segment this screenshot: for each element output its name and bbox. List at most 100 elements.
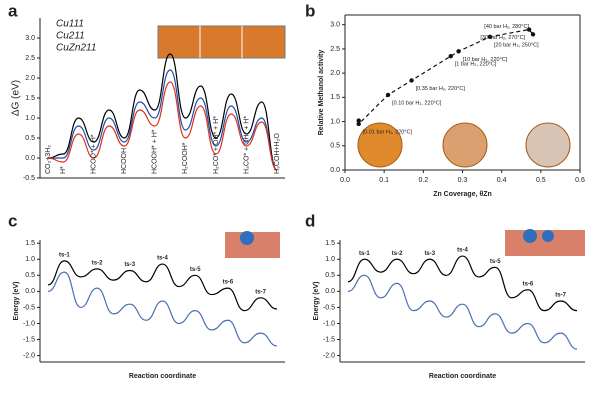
y-tick-label: 1.0 <box>330 118 340 125</box>
x-tick-label: 0.0 <box>340 177 350 184</box>
point <box>526 27 532 32</box>
state-label: H₂CO* + OH* + H* <box>213 116 220 174</box>
panel-label: c <box>8 211 17 230</box>
y-tick-label: -2.0 <box>323 352 335 359</box>
state-label: HCOOH* + H* <box>152 129 159 174</box>
ts-label: ts-2 <box>92 260 103 266</box>
x-tick-label: 0.4 <box>497 177 507 184</box>
ts-label: ts-4 <box>157 256 168 262</box>
state-label: H* <box>60 166 67 174</box>
y-tick-label: 3.0 <box>25 35 35 42</box>
profile-line <box>47 271 278 347</box>
cluster-sphere <box>357 122 403 168</box>
ts-label: ts-2 <box>392 251 403 257</box>
ts-label: ts-3 <box>424 251 435 257</box>
inset-atom <box>542 230 554 242</box>
point-label: [0.10 bar H₂, 220°C] <box>392 100 442 106</box>
point <box>456 49 461 54</box>
y-tick-label: -1.0 <box>323 320 335 327</box>
cluster-sphere <box>442 122 488 168</box>
y-tick-label: 1.5 <box>25 240 35 247</box>
point-label: [0.35 bar H₂, 220°C] <box>416 86 466 92</box>
profile-line <box>47 69 278 171</box>
point-label: [0.01 bar H₂, 220°C] <box>363 129 413 135</box>
point-label: [40 bar H₂, 280°C] <box>484 24 529 30</box>
ts-label: ts-1 <box>59 252 70 258</box>
x-axis-label: Zn Coverage, θZn <box>433 191 492 198</box>
y-tick-label: 1.0 <box>25 256 35 263</box>
y-tick-label: 1.5 <box>325 240 335 247</box>
y-tick-label: 1.5 <box>330 94 340 101</box>
point <box>409 78 414 83</box>
profile-line <box>47 260 278 312</box>
legend-entry: CuZn211 <box>56 43 96 54</box>
y-tick-label: -1.5 <box>323 336 335 343</box>
point <box>356 121 361 127</box>
panel-label: a <box>8 1 18 20</box>
ts-label: ts-7 <box>555 293 566 299</box>
inset-surfaces <box>157 25 286 59</box>
y-tick-label: 1.0 <box>25 115 35 122</box>
state-label: H₃CO* + OH* + H* <box>243 116 250 174</box>
y-tick-label: -0.5 <box>23 304 35 311</box>
ts-label: ts-6 <box>223 280 234 286</box>
cluster-sphere <box>525 122 571 168</box>
ts-label: ts-5 <box>490 259 501 265</box>
legend-entry: Cu211 <box>56 31 85 42</box>
y-tick-label: 2.5 <box>25 55 35 62</box>
point-label: [30 bar H₂, 270°C] <box>480 35 525 41</box>
state-label: H₃COH+H₂O <box>274 133 281 174</box>
y-tick-label: 0.5 <box>330 143 340 150</box>
y-tick-label: 1.0 <box>325 256 335 263</box>
inset-atom <box>523 229 537 243</box>
x-axis-label: Reaction coordinate <box>429 373 496 380</box>
y-tick-label: -0.5 <box>323 304 335 311</box>
point <box>487 34 493 39</box>
y-tick-label: 0.5 <box>325 272 335 279</box>
trend-line <box>358 28 534 126</box>
inset-atom <box>240 231 254 245</box>
y-tick-label: 0.0 <box>25 288 35 295</box>
x-tick-label: 0.5 <box>536 177 546 184</box>
profile-line <box>47 53 278 171</box>
ts-label: ts-6 <box>523 281 534 287</box>
x-tick-label: 0.1 <box>379 177 389 184</box>
profile-line <box>347 255 578 312</box>
ts-label: ts-5 <box>190 267 201 273</box>
y-tick-label: -1.5 <box>23 336 35 343</box>
point-label: [20 bar H₂, 250°C] <box>494 42 539 48</box>
profile-line <box>47 81 278 171</box>
ts-label: ts-1 <box>359 251 370 257</box>
state-label: HCOOH <box>121 148 128 174</box>
y-tick-label: 0.0 <box>330 167 340 174</box>
panel-label: d <box>305 211 315 230</box>
y-tick-label: -0.5 <box>23 175 35 182</box>
y-axis-label: Energy (eV) <box>13 282 20 321</box>
y-axis-label: Energy (eV) <box>313 282 320 321</box>
x-tick-label: 0.6 <box>575 177 585 184</box>
y-tick-label: 1.5 <box>25 95 35 102</box>
y-tick-label: 2.0 <box>25 75 35 82</box>
state-label: HCOO* + H* <box>91 134 98 174</box>
point-label: [1 bar H₂, 220°C] <box>455 62 497 68</box>
x-tick-label: 0.3 <box>458 177 468 184</box>
y-tick-label: 0.0 <box>325 288 335 295</box>
ts-label: ts-3 <box>124 262 135 268</box>
y-tick-label: -2.0 <box>23 352 35 359</box>
point <box>356 118 361 123</box>
profile-line <box>347 274 578 350</box>
y-tick-label: 2.0 <box>330 70 340 77</box>
legend-entry: Cu111 <box>56 19 84 30</box>
y-tick-label: 0.0 <box>25 155 35 162</box>
state-label: H₂COOH* <box>182 142 189 174</box>
y-tick-label: 0.5 <box>25 135 35 142</box>
panel-label: b <box>305 1 315 20</box>
point <box>385 92 391 98</box>
y-axis-label: ΔG (eV) <box>11 80 22 116</box>
y-axis-label: Relative Methanol activity <box>318 50 325 136</box>
ts-label: ts-7 <box>255 289 266 295</box>
x-axis-label: Reaction coordinate <box>129 373 196 380</box>
point <box>448 53 453 59</box>
y-tick-label: 2.5 <box>330 46 340 53</box>
